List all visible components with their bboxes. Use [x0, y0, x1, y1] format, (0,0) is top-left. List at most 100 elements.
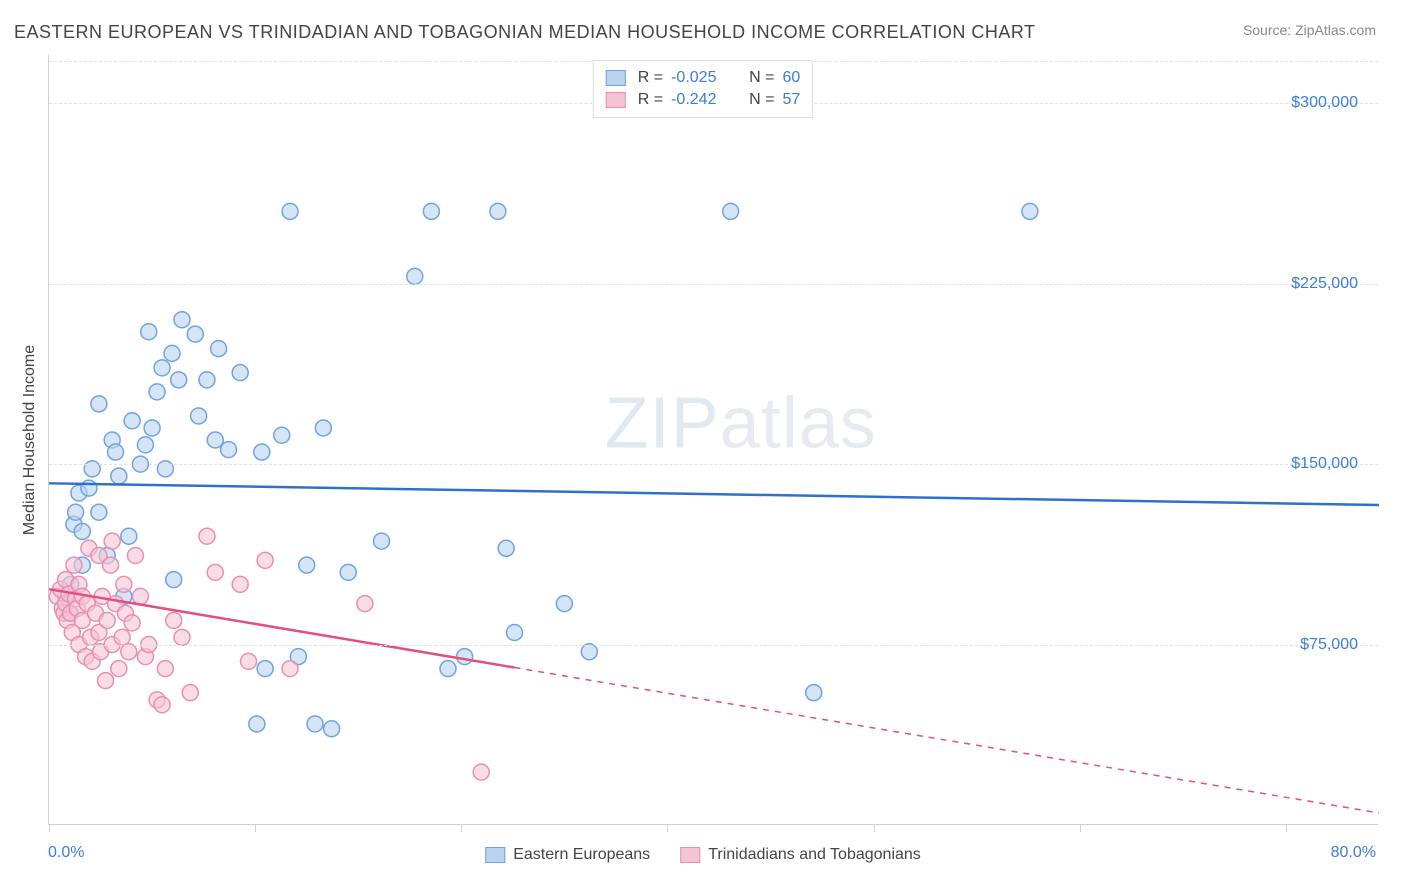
scatter-point	[144, 420, 160, 436]
scatter-point	[66, 557, 82, 573]
scatter-point	[157, 661, 173, 677]
scatter-point	[121, 528, 137, 544]
y-tick-label: $300,000	[1291, 94, 1358, 112]
scatter-point	[171, 372, 187, 388]
x-tick-mark	[667, 824, 668, 832]
scatter-point	[299, 557, 315, 573]
r-label: R =	[638, 91, 663, 109]
x-axis-min-label: 0.0%	[48, 844, 84, 862]
scatter-point	[581, 644, 597, 660]
r-value-1: -0.025	[671, 69, 731, 87]
scatter-point	[199, 528, 215, 544]
scatter-point	[1022, 203, 1038, 219]
scatter-point	[164, 345, 180, 361]
scatter-point	[166, 572, 182, 588]
scatter-point	[108, 444, 124, 460]
scatter-point	[374, 533, 390, 549]
scatter-point	[423, 203, 439, 219]
scatter-point	[199, 372, 215, 388]
scatter-point	[498, 540, 514, 556]
x-tick-mark	[1080, 824, 1081, 832]
legend-swatch-1	[606, 70, 626, 86]
scatter-point	[249, 716, 265, 732]
scatter-point	[340, 564, 356, 580]
trend-line	[49, 589, 515, 667]
x-tick-mark	[255, 824, 256, 832]
scatter-point	[187, 326, 203, 342]
r-label: R =	[638, 69, 663, 87]
scatter-svg	[49, 55, 1378, 824]
scatter-point	[98, 673, 114, 689]
y-axis-label: Median Household Income	[21, 345, 39, 535]
series-legend: Eastern Europeans Trinidadians and Tobag…	[485, 846, 921, 864]
scatter-point	[166, 612, 182, 628]
chart-title: EASTERN EUROPEAN VS TRINIDADIAN AND TOBA…	[14, 22, 1036, 43]
scatter-point	[127, 548, 143, 564]
n-value-1: 60	[782, 69, 800, 87]
gridline	[49, 284, 1378, 285]
n-label: N =	[749, 69, 774, 87]
scatter-point	[307, 716, 323, 732]
correlation-legend: R = -0.025 N = 60 R = -0.242 N = 57	[593, 60, 813, 118]
x-tick-mark	[874, 824, 875, 832]
scatter-point	[207, 564, 223, 580]
scatter-point	[111, 661, 127, 677]
scatter-point	[68, 504, 84, 520]
scatter-point	[257, 661, 273, 677]
scatter-point	[114, 629, 130, 645]
scatter-point	[556, 596, 572, 612]
scatter-point	[191, 408, 207, 424]
scatter-point	[473, 764, 489, 780]
scatter-point	[723, 203, 739, 219]
gridline	[49, 645, 1378, 646]
legend-row-2: R = -0.242 N = 57	[606, 89, 800, 111]
scatter-point	[806, 685, 822, 701]
scatter-point	[81, 480, 97, 496]
scatter-point	[137, 437, 153, 453]
scatter-point	[116, 576, 132, 592]
scatter-point	[99, 612, 115, 628]
scatter-point	[141, 324, 157, 340]
scatter-point	[174, 312, 190, 328]
x-tick-mark	[1286, 824, 1287, 832]
gridline	[49, 464, 1378, 465]
scatter-point	[74, 523, 90, 539]
scatter-point	[91, 504, 107, 520]
scatter-point	[507, 625, 523, 641]
scatter-point	[211, 341, 227, 357]
legend-label-2: Trinidadians and Tobagonians	[708, 846, 921, 864]
n-label: N =	[749, 91, 774, 109]
scatter-point	[174, 629, 190, 645]
scatter-point	[111, 468, 127, 484]
scatter-point	[124, 615, 140, 631]
scatter-point	[154, 697, 170, 713]
scatter-point	[282, 661, 298, 677]
scatter-point	[357, 596, 373, 612]
scatter-point	[121, 644, 137, 660]
scatter-point	[132, 588, 148, 604]
scatter-point	[457, 649, 473, 665]
x-tick-mark	[461, 824, 462, 832]
scatter-point	[254, 444, 270, 460]
scatter-point	[154, 360, 170, 376]
legend-swatch-2	[606, 92, 626, 108]
scatter-point	[104, 533, 120, 549]
legend-swatch-series-2	[680, 847, 700, 863]
r-value-2: -0.242	[671, 91, 731, 109]
scatter-point	[257, 552, 273, 568]
scatter-point	[232, 365, 248, 381]
x-axis-max-label: 80.0%	[1331, 844, 1376, 862]
scatter-point	[124, 413, 140, 429]
plot-area: ZIPatlas $75,000$150,000$225,000$300,000	[48, 55, 1378, 825]
legend-item-2: Trinidadians and Tobagonians	[680, 846, 921, 864]
scatter-point	[103, 557, 119, 573]
scatter-point	[91, 396, 107, 412]
y-tick-label: $75,000	[1300, 636, 1358, 654]
scatter-point	[282, 203, 298, 219]
y-tick-label: $150,000	[1291, 455, 1358, 473]
legend-item-1: Eastern Europeans	[485, 846, 650, 864]
trend-line	[49, 483, 1379, 505]
scatter-point	[149, 384, 165, 400]
source-label: Source: ZipAtlas.com	[1243, 22, 1376, 38]
n-value-2: 57	[782, 91, 800, 109]
